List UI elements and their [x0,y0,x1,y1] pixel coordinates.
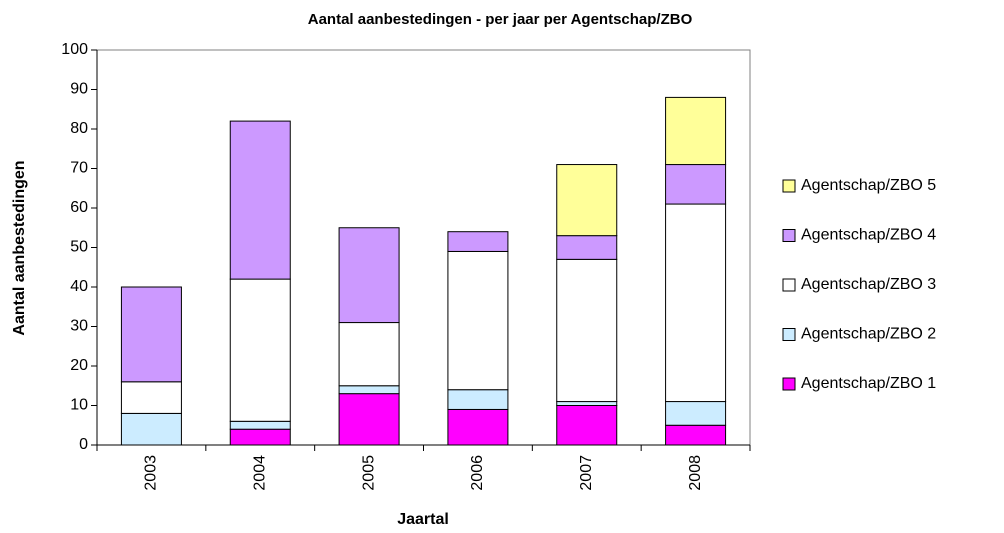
legend-swatch [782,229,796,242]
legend-label: Agentschap/ZBO 1 [801,375,936,392]
x-tick-label: 2005 [360,455,377,491]
legend-label: Agentschap/ZBO 2 [801,326,936,343]
bar-segment [665,424,727,446]
x-tick-label: 2008 [687,455,704,491]
y-tick-label: 70 [70,160,88,177]
bar-segment [665,401,727,426]
y-tick-label: 80 [70,120,88,137]
bar-segment [229,120,291,280]
legend-label: Agentschap/ZBO 3 [801,276,936,293]
y-tick-label: 20 [70,357,88,374]
chart-title: Aantal aanbestedingen - per jaar per Age… [308,11,693,28]
legend-label: Agentschap/ZBO 5 [801,177,936,194]
x-tick-label: 2006 [469,455,486,491]
bar-segment [447,250,509,391]
y-tick-label: 40 [70,278,88,295]
bar-segment [338,322,400,387]
bar-segment [556,258,618,403]
bar-segment [120,412,182,446]
bar-segment [665,96,727,166]
bar-segment [447,408,509,446]
y-tick-label: 50 [70,239,88,256]
legend-swatch [782,278,796,292]
bar-segment [447,389,509,410]
x-axis-label: Jaartal [397,511,449,528]
bar-segment [229,278,291,422]
bar-segment [120,286,182,383]
y-tick-label: 100 [61,41,88,58]
bar-segment [338,227,400,324]
y-axis-label: Aantal aanbestedingen [11,160,28,335]
y-tick-label: 0 [79,436,88,453]
bar-segment [338,393,400,446]
y-tick-label: 60 [70,199,88,216]
x-tick-label: 2003 [143,455,160,491]
y-tick-label: 90 [70,81,88,98]
bar-segment [120,381,182,414]
legend-swatch [782,377,796,391]
bar-segment [556,401,618,406]
bar-segment [665,164,727,205]
legend-swatch [782,179,796,193]
x-tick-label: 2007 [578,455,595,491]
y-tick-label: 10 [70,397,88,414]
legend-label: Agentschap/ZBO 4 [801,227,936,244]
bar-segment [338,385,400,395]
bar-segment [556,164,618,237]
y-tick-label: 30 [70,318,88,335]
bar-segment [556,405,618,446]
bar-segment [556,235,618,260]
x-tick-label: 2004 [251,455,268,491]
bar-segment [447,231,509,252]
bar-segment [229,428,291,446]
bar-segment [665,203,727,403]
legend-swatch [782,328,796,341]
bar-segment [229,420,291,430]
